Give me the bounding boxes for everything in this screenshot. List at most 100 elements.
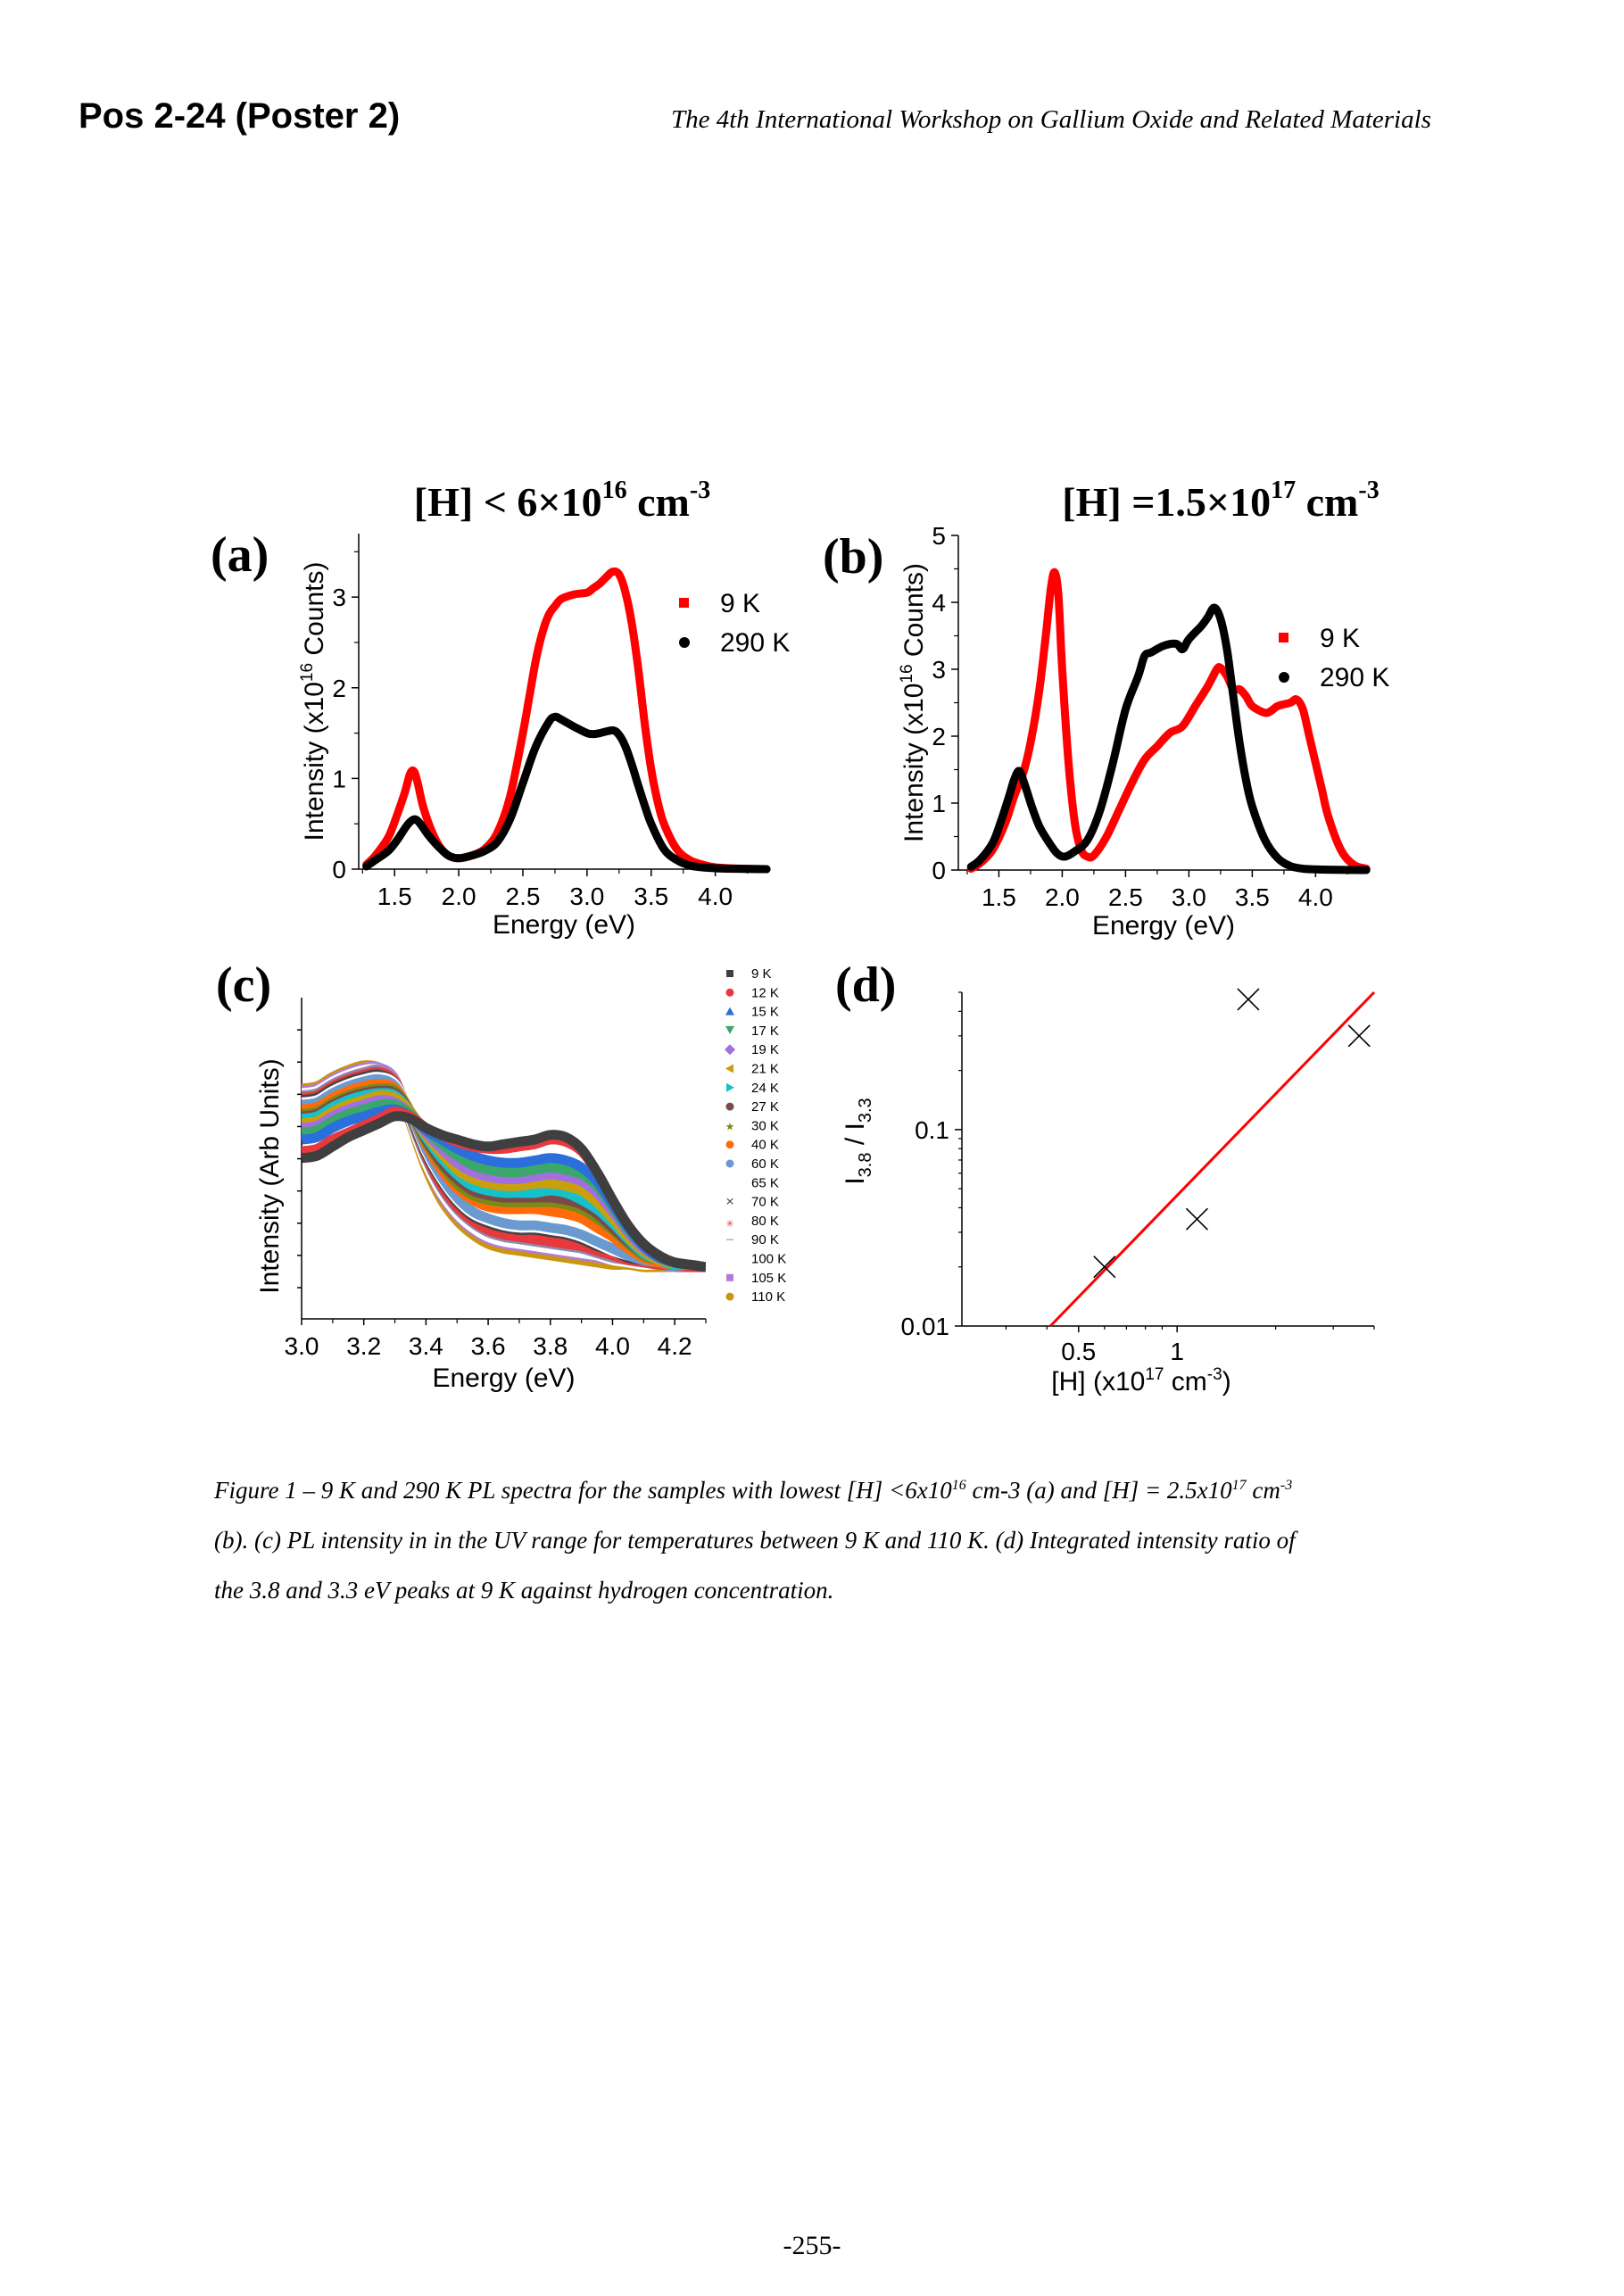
text-part: 16 (898, 664, 916, 683)
legend-label: 105 K (751, 1271, 786, 1286)
text-part: / I (841, 1123, 870, 1152)
legend-item: 105 K (726, 1271, 786, 1286)
text-part: I (841, 1177, 870, 1184)
series-line-290k (362, 712, 771, 874)
legend-marker-triangle-right (726, 1082, 734, 1092)
text-part: cm (627, 479, 690, 525)
x-tick-label: 3.0 (285, 1332, 319, 1360)
legend-item: 60 K (725, 1156, 779, 1172)
x-tick-label: 2.0 (1045, 883, 1080, 911)
x-axis-label: Energy (eV) (493, 910, 635, 940)
legend-label: 19 K (751, 1042, 779, 1057)
legend-item: 9 K (1279, 624, 1360, 653)
x-tick-label: 2.0 (442, 883, 476, 910)
caption-superscript: 16 (951, 1478, 966, 1493)
text-part: [H] =1.5×10 (1062, 479, 1271, 525)
text-part: cm (1164, 1367, 1206, 1397)
text-part: -3 (1358, 477, 1379, 504)
legend-item: 21 K (725, 1062, 779, 1077)
caption-text: Figure 1 – 9 K and 290 K PL spectra for … (214, 1477, 952, 1504)
x-tick-label: 2.5 (506, 883, 541, 910)
legend-label: 60 K (751, 1156, 779, 1172)
legend-label: 27 K (751, 1099, 779, 1115)
caption-line-3: the 3.8 and 3.3 eV peaks at 9 K against … (214, 1577, 834, 1604)
legend-label: 24 K (751, 1081, 779, 1096)
chart-title: [H] =1.5×1017 cm-3 (1062, 477, 1379, 525)
x-tick-label: 1.5 (982, 883, 1016, 911)
figure-1: [H] < 6×1016 cm-3(a)1.5 2.0 2.5 3.0 3.5 4.001… (211, 477, 1389, 1397)
legend-label: 17 K (751, 1024, 779, 1039)
legend-label: 110 K (751, 1289, 785, 1305)
x-tick-label: 4.0 (1298, 883, 1333, 911)
legend-item: 9 K (679, 589, 760, 618)
series-line-9k (966, 568, 1371, 873)
legend-item: 12 K (725, 985, 779, 1000)
legend-marker-asterisk: ✳ (725, 1219, 733, 1230)
text-part: [H] (x10 (1051, 1367, 1145, 1397)
text-part: [H] < 6×10 (414, 479, 602, 525)
panel-label: (c) (216, 957, 271, 1013)
legend-marker-circle (725, 1102, 734, 1111)
text-part: Counts) (899, 563, 929, 664)
x-tick-label: 4.0 (595, 1332, 630, 1360)
data-point (1237, 988, 1260, 1011)
legend-item: 290 K (1279, 663, 1389, 692)
text-part: cm (1296, 479, 1358, 525)
legend-item: 27 K (725, 1099, 779, 1115)
caption-superscript: -3 (1280, 1478, 1293, 1493)
x-tick-label: 3.2 (346, 1332, 381, 1360)
x-axis-label: Energy (eV) (1092, 911, 1235, 941)
text-part: 16 (298, 663, 317, 682)
x-tick-label: 4.0 (698, 883, 733, 910)
legend-marker-star: ★ (725, 1120, 735, 1132)
text-part: 17 (1271, 477, 1296, 504)
legend-label: 9 K (1320, 624, 1360, 653)
legend-marker-x: × (725, 1195, 733, 1210)
series-line-9k (362, 567, 771, 874)
legend-item: 290 K (679, 628, 790, 658)
series-group (302, 1060, 706, 1272)
point-x-stroke (1237, 988, 1260, 1011)
x-axis-label: Energy (eV) (432, 1364, 575, 1393)
legend-item: 110 K (725, 1289, 785, 1305)
x-tick-label: 3.8 (533, 1332, 568, 1360)
series-line-290k (966, 603, 1371, 874)
panel-label: (a) (211, 527, 269, 583)
caption-text: cm (1246, 1477, 1280, 1504)
x-tick-label: 3.5 (1235, 883, 1270, 911)
caption-superscript: 17 (1231, 1478, 1247, 1493)
legend-marker-circle (725, 1159, 734, 1168)
legend-marker-circle (1279, 672, 1289, 683)
data-point (1185, 1207, 1209, 1231)
data-point (1093, 1256, 1116, 1279)
x-tick-label: 3.5 (634, 883, 668, 910)
legend-item: 17 K (725, 1024, 779, 1039)
caption-line-2: (b). (c) PL intensity in in the UV range… (214, 1527, 1296, 1554)
y-axis-label: Intensity (x1016 Counts) (298, 562, 329, 841)
fit-line (1049, 991, 1376, 1328)
y-tick-label: 5 (932, 522, 946, 550)
text-part: Intensity (x10 (300, 682, 329, 841)
legend-marker-diamond (725, 1044, 735, 1056)
data-point (1347, 1024, 1371, 1048)
legend-label: 65 K (751, 1175, 779, 1190)
legend-label: 80 K (751, 1214, 779, 1229)
y-tick-label: 0.1 (915, 1116, 949, 1144)
legend-marker-circle (725, 1292, 734, 1301)
legend-label: 70 K (751, 1195, 779, 1210)
chart-title-text: [H] =1.5×1017 cm-3 (1062, 477, 1379, 525)
y-tick-label: 0 (332, 856, 346, 883)
point-x-stroke (1185, 1207, 1209, 1231)
legend-item: 100 K (751, 1252, 786, 1267)
y-tick-label: 0.01 (901, 1313, 950, 1340)
legend-label: 290 K (720, 628, 790, 658)
x-tick-label: 3.4 (409, 1332, 443, 1360)
legend-marker-circle (679, 637, 690, 648)
chart-title-text: [H] < 6×1016 cm-3 (414, 477, 710, 525)
legend-item: ✳ 80 K (725, 1214, 778, 1230)
legend-label: 90 K (751, 1232, 779, 1247)
legend-marker-square (726, 970, 733, 977)
legend-marker-square (1279, 633, 1288, 642)
legend-marker-triangle-up (725, 1007, 734, 1015)
x-tick-label: 4.2 (658, 1332, 692, 1360)
